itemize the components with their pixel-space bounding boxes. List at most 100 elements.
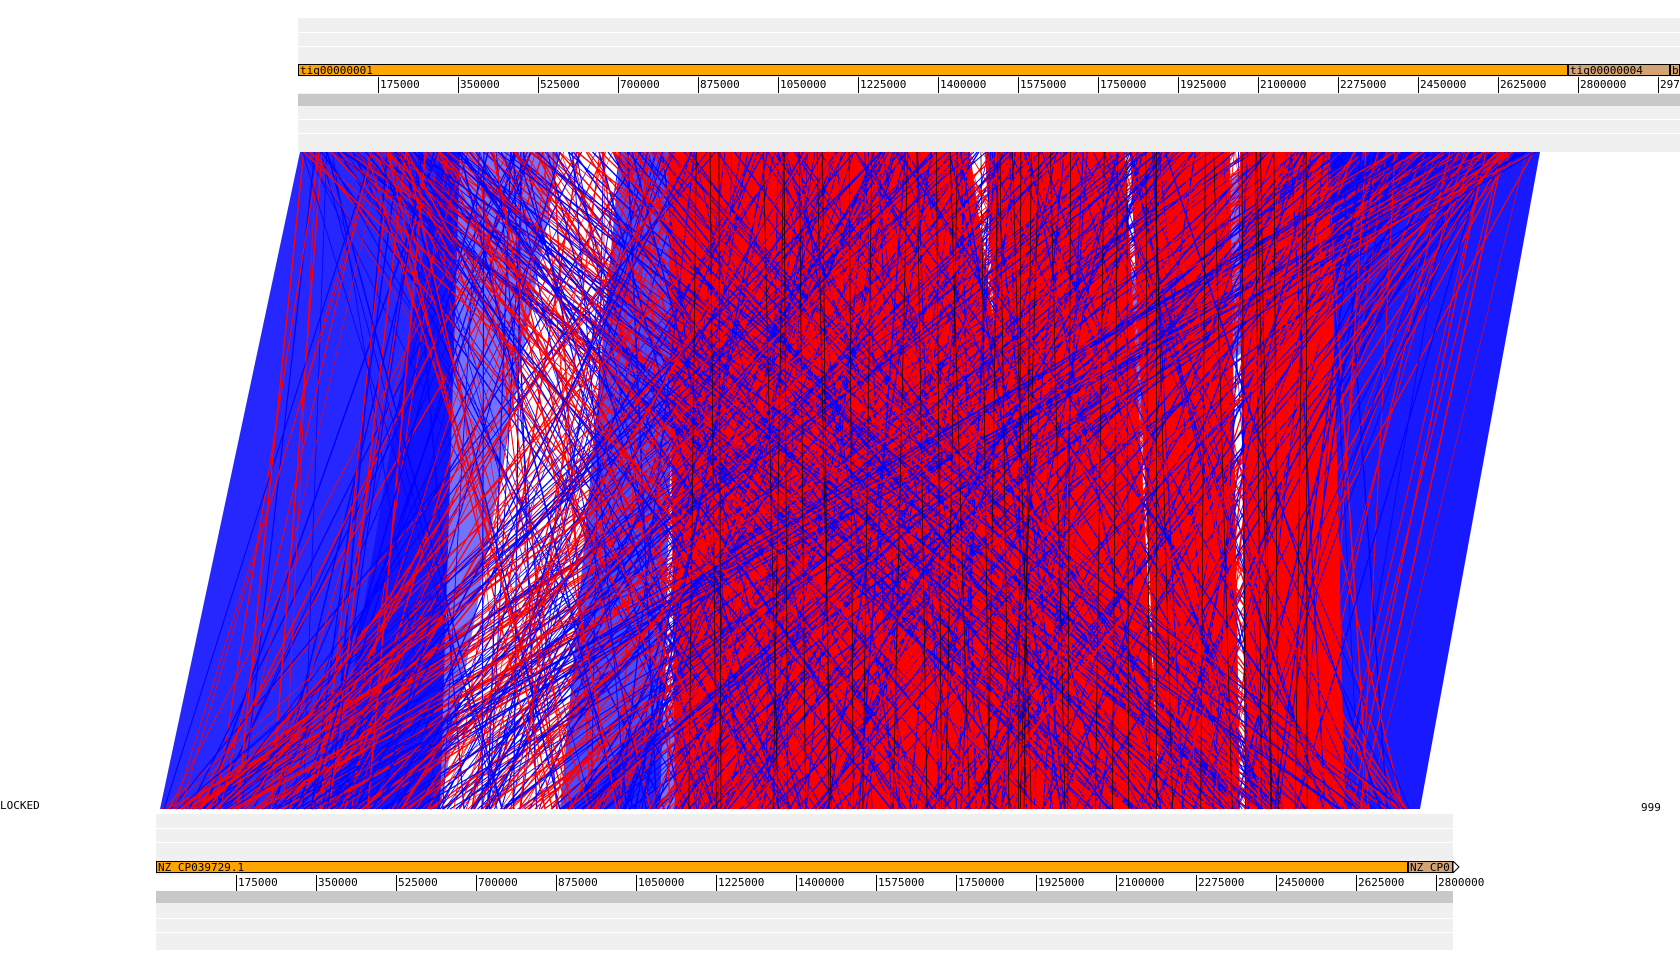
match-line — [952, 151, 1408, 810]
top-ruler-tick: 175000 — [378, 77, 420, 93]
match-line — [216, 151, 1109, 810]
match-line — [950, 151, 1403, 810]
match-line — [821, 151, 1140, 810]
match-line — [802, 151, 1111, 810]
match-line — [219, 151, 1147, 810]
top-ruler-tick: 1400000 — [938, 77, 987, 93]
top-ruler-tick: 297 — [1658, 77, 1680, 93]
match-line — [375, 151, 1022, 810]
match-line — [427, 151, 932, 810]
match-line — [895, 151, 1174, 810]
match-seam-line — [1023, 151, 1032, 810]
match-line — [1138, 151, 1443, 810]
match-line — [342, 151, 930, 810]
match-line — [500, 151, 792, 810]
match-seam-line — [1241, 151, 1246, 810]
top-contig-primary[interactable]: tiq00000001 — [298, 64, 1568, 76]
match-line — [631, 151, 802, 810]
match-line — [386, 151, 899, 810]
match-line — [1361, 151, 1396, 810]
match-seam-line — [945, 151, 958, 810]
match-line — [941, 151, 1427, 810]
match-seam-line — [709, 151, 717, 810]
top-ruler-tick: 2625000 — [1498, 77, 1547, 93]
match-line — [263, 151, 1185, 810]
match-line — [494, 151, 1268, 810]
match-line — [414, 151, 708, 810]
match-line — [455, 151, 1236, 810]
top-ruler-tick: 2100000 — [1258, 77, 1307, 93]
match-line — [893, 151, 1448, 810]
match-seam-line — [1012, 151, 1032, 810]
top-contig-tertiary[interactable]: b — [1670, 64, 1680, 76]
match-line — [1256, 151, 1309, 810]
match-line — [733, 151, 1225, 810]
match-line — [1298, 151, 1451, 810]
match-line — [270, 151, 323, 810]
match-line — [1201, 151, 1297, 810]
match-line — [243, 151, 693, 810]
top-ruler-tick: 2450000 — [1418, 77, 1467, 93]
bottom-contig-primary[interactable]: NZ_CP039729.1 — [156, 861, 1408, 873]
match-line — [737, 151, 1048, 810]
bottom-ruler-tick: 1050000 — [636, 875, 685, 891]
bottom-ruler-tick: 350000 — [316, 875, 358, 891]
top-ruler-tick: 700000 — [618, 77, 660, 93]
match-line — [656, 151, 1125, 810]
match-seam-line — [1018, 151, 1022, 810]
match-seam-line — [1112, 151, 1118, 810]
bottom-ruler-tick: 2100000 — [1116, 875, 1165, 891]
match-line — [602, 151, 881, 810]
match-line — [778, 151, 916, 810]
match-line — [398, 151, 791, 810]
match-line — [987, 151, 1281, 810]
top-contig-label: tiq00000001 — [300, 64, 373, 76]
match-line — [366, 151, 427, 810]
top-contig-secondary[interactable]: tiq00000004 — [1568, 64, 1670, 76]
match-line — [991, 151, 1066, 810]
match-line — [443, 151, 1196, 810]
match-line — [180, 151, 375, 810]
match-line — [163, 151, 374, 810]
top-ruler-tick: 1050000 — [778, 77, 827, 93]
match-seam-line — [1019, 151, 1040, 810]
match-line — [283, 151, 318, 810]
match-seam-line — [987, 151, 999, 810]
bottom-contig-secondary[interactable]: NZ_CP0 — [1408, 861, 1453, 873]
match-line — [1342, 151, 1455, 810]
match-line — [637, 151, 855, 810]
match-line — [552, 151, 1073, 810]
bottom-ruler-tick: 2800000 — [1436, 875, 1485, 891]
match-line — [598, 151, 780, 810]
match-line — [524, 151, 1322, 810]
match-line — [199, 151, 532, 810]
top-ruler-tick: 350000 — [458, 77, 500, 93]
match-seam-line — [980, 151, 990, 810]
match-line — [1295, 151, 1488, 810]
match-line — [1274, 151, 1363, 810]
match-line — [1308, 151, 1377, 810]
match-line — [767, 151, 1108, 810]
match-line — [1170, 151, 1313, 810]
match-line — [223, 151, 948, 810]
match-seam-line — [848, 151, 854, 810]
match-line — [365, 151, 892, 810]
match-line — [395, 151, 1158, 810]
match-line — [744, 151, 1323, 810]
match-line — [1295, 151, 1387, 810]
match-line — [321, 151, 537, 810]
match-line — [1333, 151, 1487, 810]
match-line — [600, 151, 1273, 810]
bottom-ruler-tick: 1925000 — [1036, 875, 1085, 891]
bottom-contig-secondary-label: NZ_CP0 — [1410, 861, 1450, 873]
match-seam-line — [1256, 151, 1272, 810]
match-line — [656, 151, 1358, 810]
match-line — [956, 151, 1214, 810]
match-line — [896, 151, 1357, 810]
match-line — [1165, 151, 1235, 810]
match-line — [576, 151, 1399, 810]
match-line — [1236, 151, 1458, 810]
match-line — [815, 151, 1499, 810]
match-line — [538, 151, 1135, 810]
match-line — [236, 151, 305, 810]
